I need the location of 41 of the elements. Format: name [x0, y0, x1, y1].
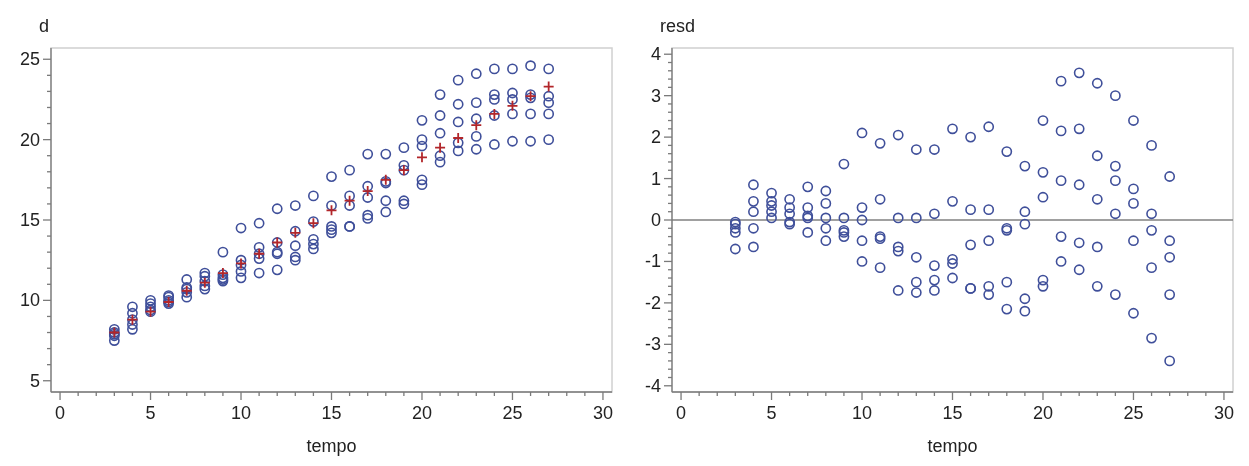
point [470, 119, 483, 132]
x-tick-label: 30 [592, 403, 613, 423]
point [434, 141, 446, 154]
y-tick-label: 4 [650, 44, 661, 65]
y-axis-title: d [39, 16, 50, 36]
point [416, 151, 428, 164]
x-tick-label: 5 [145, 403, 156, 423]
y-tick-label: 2 [650, 127, 661, 148]
point [542, 80, 555, 93]
x-tick-label: 15 [321, 403, 342, 423]
x-tick-label: 10 [852, 403, 873, 423]
point [452, 132, 465, 144]
y-axis-title: resd [660, 16, 696, 36]
x-tick-label: 5 [766, 403, 777, 423]
y-tick-label: -1 [644, 251, 661, 272]
y-tick-label: -4 [644, 375, 661, 396]
y-tick-label: -2 [644, 292, 661, 313]
y-tick-label: 25 [19, 49, 40, 70]
x-tick-label: 10 [231, 403, 252, 423]
x-tick-label: 25 [1123, 403, 1144, 423]
y-tick-label: -3 [644, 334, 661, 355]
x-tick-label: 20 [1032, 403, 1053, 423]
x-tick-label: 15 [942, 403, 963, 423]
y-tick-label: 20 [19, 129, 40, 150]
y-tick-label: 5 [29, 370, 40, 391]
x-tick-label: 20 [411, 403, 432, 423]
x-tick-label: 25 [502, 403, 523, 423]
point [506, 99, 519, 112]
y-tick-label: 15 [19, 210, 40, 230]
x-tick-label: 30 [1213, 403, 1234, 423]
y-tick-label: 0 [650, 210, 661, 230]
y-tick-label: 1 [650, 168, 661, 189]
x-tick-label: 0 [676, 403, 687, 423]
x-tick-label: 0 [55, 403, 66, 423]
point [325, 204, 338, 217]
point [361, 185, 374, 197]
y-tick-label: 10 [19, 290, 40, 311]
y-tick-label: 3 [650, 85, 661, 106]
x-axis-title: tempo [927, 436, 978, 456]
point [343, 194, 356, 207]
x-axis-title: tempo [306, 436, 357, 456]
